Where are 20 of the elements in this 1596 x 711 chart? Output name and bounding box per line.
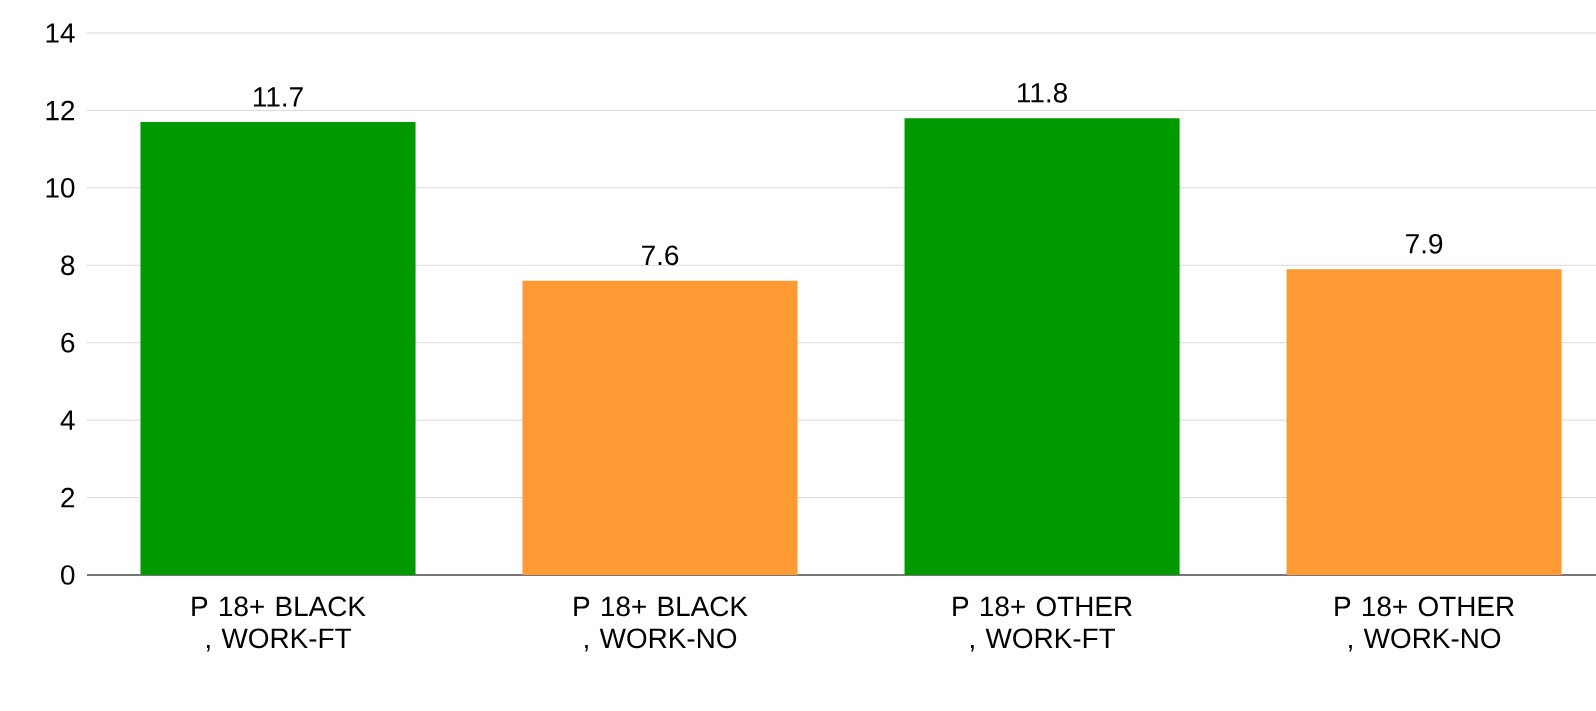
bar — [904, 118, 1180, 575]
data-label: 7.9 — [1406, 233, 1443, 254]
y-tick-label: 6 — [61, 332, 75, 353]
y-tick-label: 12 — [46, 100, 75, 121]
bar — [1286, 269, 1562, 575]
y-tick-label: 8 — [61, 255, 75, 276]
bar — [522, 280, 798, 575]
data-label: 11.8 — [1018, 82, 1067, 103]
x-tick-label: P 18+ OTHER , WORK-FT — [953, 596, 1132, 652]
x-tick-label: P 18+ BLACK , WORK-NO — [574, 596, 748, 652]
bar — [140, 122, 416, 575]
x-tick-label: P 18+ BLACK , WORK-FT — [192, 596, 366, 652]
y-tick-label: 10 — [46, 177, 75, 198]
y-tick-label: 0 — [61, 565, 75, 585]
y-tick-label: 2 — [61, 487, 75, 508]
data-label: 11.7 — [254, 87, 303, 107]
data-label: 7.6 — [642, 245, 679, 266]
y-tick-label: 14 — [46, 23, 75, 43]
x-tick-label: P 18+ OTHER , WORK-NO — [1335, 596, 1514, 652]
y-tick-label: 4 — [60, 410, 75, 430]
